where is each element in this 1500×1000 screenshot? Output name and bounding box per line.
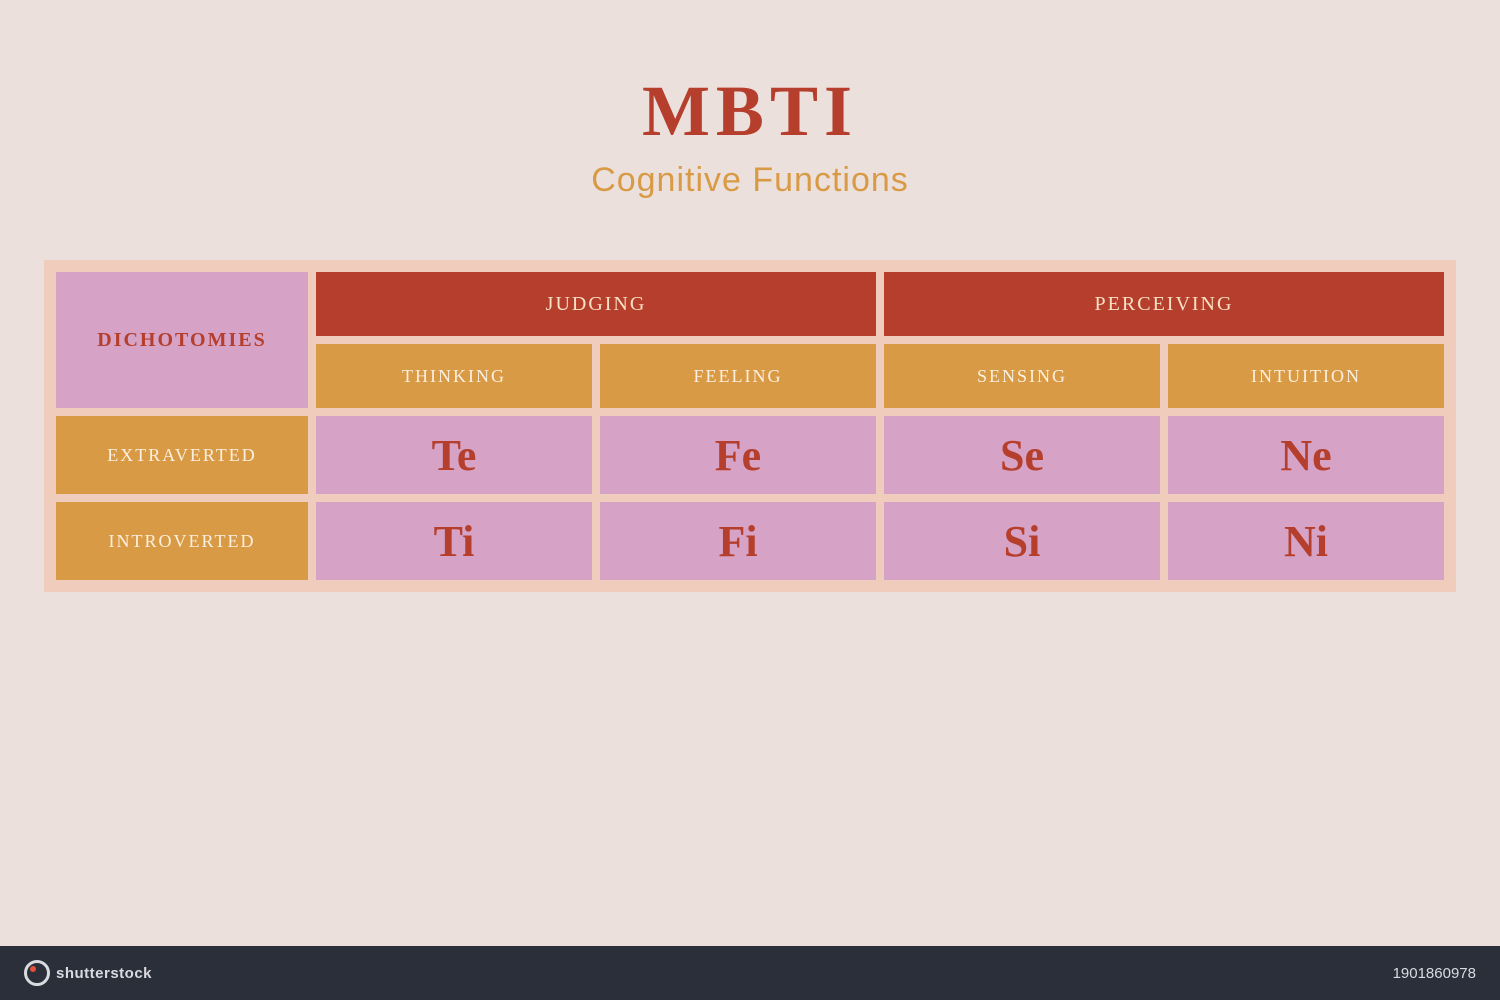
main-title: MBTI <box>591 70 909 153</box>
shutterstock-logo: shutterstock <box>24 960 152 986</box>
corner-dichotomies: DICHOTOMIES <box>52 268 312 412</box>
row-label-extraverted: EXTRAVERTED <box>52 412 312 498</box>
header-block: MBTI Cognitive Functions <box>591 70 909 200</box>
sub-header-sensing: SENSING <box>880 340 1164 412</box>
footer-bar: shutterstock 1901860978 <box>0 946 1500 1000</box>
infographic-canvas: MBTI Cognitive Functions DICHOTOMIES JUD… <box>0 0 1500 1000</box>
cell-te: Te <box>312 412 596 498</box>
cell-si: Si <box>880 498 1164 584</box>
sub-header-feeling: FEELING <box>596 340 880 412</box>
sub-header-intuition: INTUITION <box>1164 340 1448 412</box>
footer-brand-block: shutterstock <box>24 960 152 986</box>
footer-image-id: 1901860978 <box>1393 965 1476 982</box>
cell-fe: Fe <box>596 412 880 498</box>
cell-fi: Fi <box>596 498 880 584</box>
cell-ti: Ti <box>312 498 596 584</box>
cell-se: Se <box>880 412 1164 498</box>
row-label-introverted: INTROVERTED <box>52 498 312 584</box>
top-header-perceiving: PERCEIVING <box>880 268 1448 340</box>
footer-brand-text: shutterstock <box>56 965 152 982</box>
subtitle: Cognitive Functions <box>591 161 909 200</box>
logo-circle-icon <box>24 960 50 986</box>
top-header-judging: JUDGING <box>312 268 880 340</box>
functions-table: DICHOTOMIES JUDGING PERCEIVING THINKING … <box>44 260 1456 592</box>
cell-ne: Ne <box>1164 412 1448 498</box>
sub-header-thinking: THINKING <box>312 340 596 412</box>
cell-ni: Ni <box>1164 498 1448 584</box>
